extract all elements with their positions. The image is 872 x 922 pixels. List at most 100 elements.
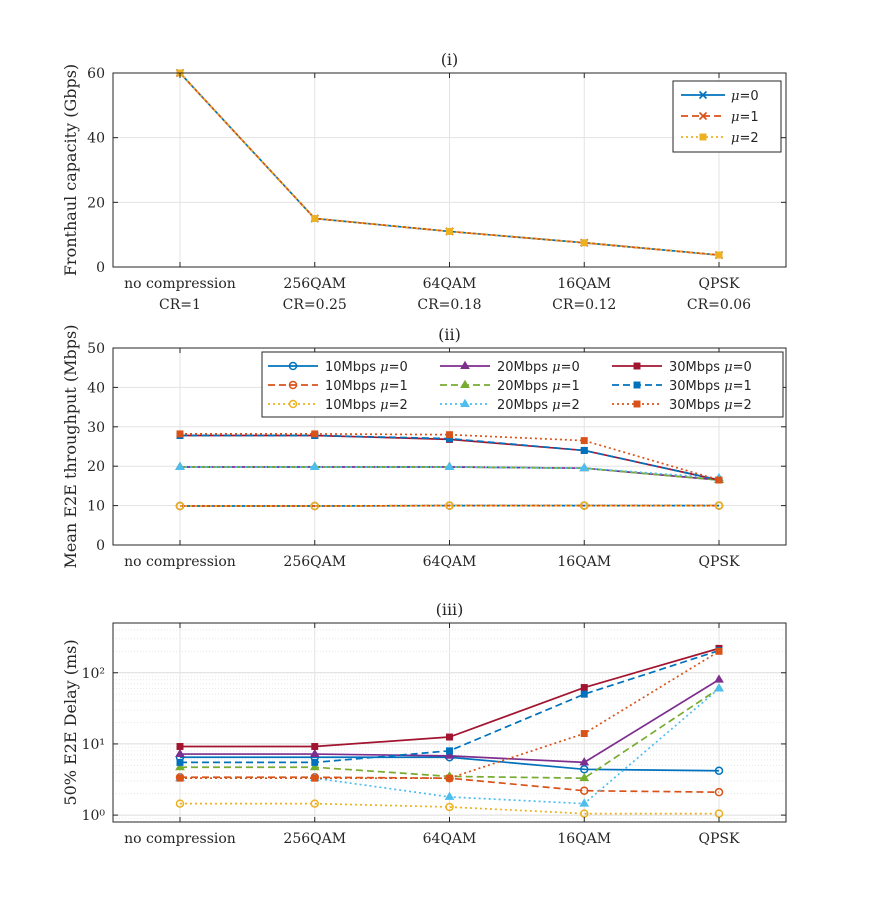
data-point [580, 437, 588, 445]
data-point [444, 461, 455, 470]
legend-label-text: 30Mbps [669, 379, 724, 394]
x-tick-label: 256QAM [283, 276, 346, 292]
legend-label-text: 20Mbps [497, 360, 552, 375]
legend-marker [288, 380, 298, 390]
legend-label: 20Mbps μ=0 [497, 360, 580, 375]
legend-label-text: 30Mbps [669, 360, 724, 375]
legend-label-text: 10Mbps [325, 398, 380, 413]
data-point [579, 462, 590, 472]
data-point [580, 730, 588, 738]
legend-label-text: 20Mbps [497, 379, 552, 394]
legend-label-mu: μ [731, 89, 739, 104]
data-point [580, 690, 588, 698]
x-tick-label-line2: CR=0.12 [552, 297, 616, 313]
data-point [446, 733, 453, 741]
legend-label: 30Mbps μ=1 [669, 379, 752, 394]
chart-title: (i) [441, 50, 459, 69]
x-tick-label: no compression [124, 276, 236, 292]
data-point [714, 674, 724, 683]
legend-label-mu: μ [552, 379, 560, 394]
data-point [446, 431, 453, 439]
data-point [579, 798, 590, 807]
legend-marker [288, 399, 298, 409]
data-point [715, 476, 723, 484]
x-tick-label: QPSK [699, 554, 740, 570]
legend-label-text2: =2 [739, 131, 758, 146]
legend-label-mu: μ [380, 398, 388, 413]
y-axis-label: Fronthaul capacity (Gbps) [61, 64, 80, 276]
chart-title: (ii) [438, 325, 461, 344]
data-point [444, 791, 455, 800]
x-tick-label: 256QAM [283, 554, 346, 570]
y-tick-label: 60 [87, 66, 105, 82]
legend-label-text2: =2 [389, 398, 408, 413]
y-tick-label: 10¹ [82, 737, 105, 753]
data-point [176, 430, 184, 438]
data-point [444, 750, 455, 759]
legend-label-text2: =1 [561, 379, 580, 394]
y-tick-label: 30 [87, 420, 105, 436]
panel-delay: 10⁰ 10¹ 10² no compression 256QAM 64QAM 16QAM Q… [61, 600, 787, 847]
y-axis-label: Mean E2E throughput (Mbps) [61, 325, 80, 569]
x-tick-label-line2: CR=0.18 [417, 297, 481, 313]
legend-marker [460, 360, 470, 369]
data-point [446, 747, 453, 755]
x-tick-label: QPSK [699, 831, 740, 847]
y-tick-label: 50 [87, 341, 105, 357]
legend-label: 20Mbps μ=2 [497, 398, 580, 413]
legend-label-text2: =1 [389, 379, 408, 394]
x-tick-label-line2: CR=0.06 [687, 297, 751, 313]
legend-label: 10Mbps μ=2 [325, 398, 408, 413]
x-tick-label: 64QAM [423, 276, 477, 292]
legend-label-text2: =0 [389, 360, 408, 375]
data-point [580, 239, 588, 247]
series-delay-2 [175, 799, 724, 818]
legend-marker [698, 90, 708, 100]
x-tick-label-line2: CR=1 [159, 297, 201, 313]
legend-label: 20Mbps μ=1 [497, 379, 580, 394]
data-point [176, 743, 184, 750]
data-point [446, 774, 453, 782]
series-line [180, 433, 720, 481]
x-tick-label: 16QAM [557, 554, 611, 570]
legend-label-text2: =1 [739, 110, 758, 125]
panel-fronthaul: 0 20 40 60 no compression CR=1 256QAM CR=0.25 64… [61, 50, 787, 313]
y-axis-label: 50% E2E Delay (ms) [61, 639, 80, 805]
x-tick-label: 16QAM [557, 276, 611, 292]
data-point [445, 802, 454, 812]
data-point [714, 787, 724, 797]
data-point [445, 501, 454, 510]
data-point [309, 461, 320, 470]
y-tick-label: 20 [87, 195, 105, 211]
y-tick-label: 0 [96, 538, 105, 554]
data-point [311, 758, 319, 766]
legend-label: 30Mbps μ=2 [669, 398, 752, 413]
legend-label-text: 10Mbps [325, 379, 380, 394]
x-tick-label: no compression [124, 831, 236, 847]
legend-label-text: 20Mbps [497, 398, 552, 413]
legend-label-text2: =0 [739, 89, 758, 104]
series-delay-6 [176, 644, 723, 750]
legend-label-text2: =0 [561, 360, 580, 375]
series-throughput-2 [175, 501, 724, 511]
data-point [175, 799, 185, 808]
data-point [714, 766, 724, 775]
data-point [175, 501, 185, 511]
legend-label-text: 30Mbps [669, 398, 724, 413]
y-tick-label: 10⁰ [82, 808, 106, 824]
x-tick-label: 64QAM [423, 554, 477, 570]
legend-marker [699, 133, 707, 141]
legend-label-text2: =1 [733, 379, 752, 394]
legend-label: 10Mbps μ=1 [325, 379, 408, 394]
data-point [310, 501, 319, 511]
data-point [309, 761, 320, 771]
legend-label-mu: μ [731, 131, 739, 146]
data-point [311, 743, 319, 750]
legend-label: μ=2 [731, 131, 759, 146]
data-point [311, 215, 319, 222]
legend-label: μ=0 [731, 89, 759, 104]
chart-title: (iii) [436, 600, 464, 619]
data-point [580, 765, 589, 774]
